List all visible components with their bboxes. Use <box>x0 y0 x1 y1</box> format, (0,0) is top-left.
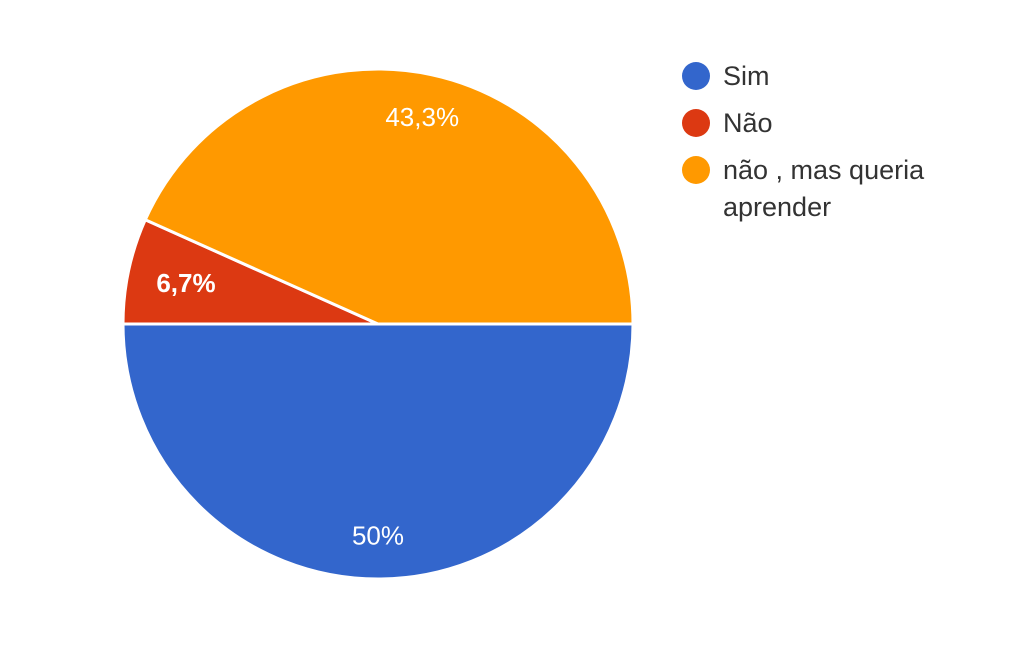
legend-label-nao-mas-queria-aprender: não , mas queria aprender <box>723 155 925 222</box>
legend-marker-nao-mas-queria-aprender <box>682 156 710 184</box>
legend-label-nao: Não <box>723 108 773 138</box>
legend: Sim Não não , mas queria aprender <box>682 58 1012 236</box>
legend-label-sim: Sim <box>723 61 770 91</box>
pie-slices <box>121 67 635 581</box>
pie-slice-labels: 50% 6,7% 43,3% <box>156 102 459 551</box>
legend-item-nao[interactable]: Não <box>682 105 1012 142</box>
pie-slice-label-sim: 50% <box>352 521 404 551</box>
pie-slice-label-nao-mas-queria-aprender: 43,3% <box>385 102 459 132</box>
legend-item-nao-mas-queria-aprender[interactable]: não , mas queria aprender <box>682 152 1012 226</box>
pie-slice-nao[interactable] <box>121 218 380 326</box>
pie-slice-label-nao: 6,7% <box>156 268 215 298</box>
pie-slice-sim[interactable] <box>121 322 635 581</box>
pie-slice-nao-mas-queria-aprender[interactable] <box>143 67 635 326</box>
legend-item-sim[interactable]: Sim <box>682 58 1012 95</box>
legend-marker-nao <box>682 109 710 137</box>
legend-marker-sim <box>682 62 710 90</box>
